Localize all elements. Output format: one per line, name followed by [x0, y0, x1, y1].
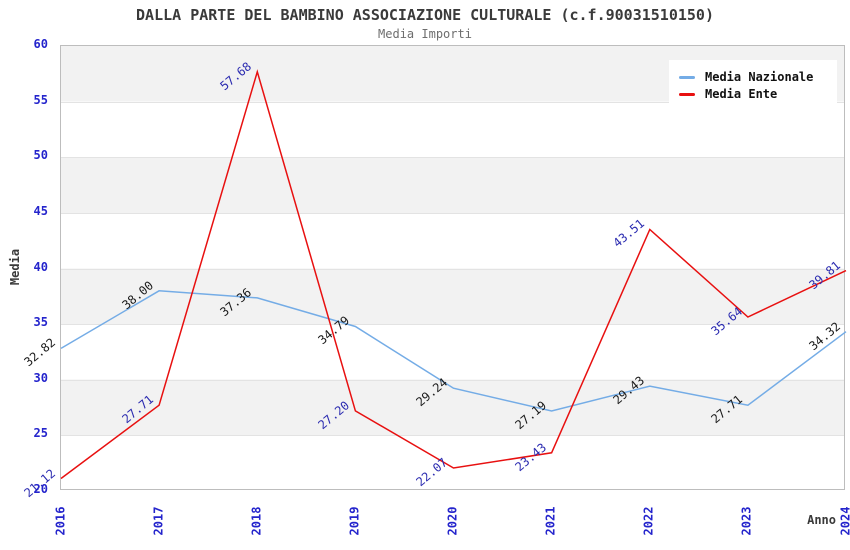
gridline [61, 157, 844, 159]
legend-item: Media Ente [679, 87, 827, 101]
legend-item: Media Nazionale [679, 70, 827, 84]
x-tick-year: 2018 [249, 506, 264, 536]
x-tick-label: 2020 [444, 496, 462, 546]
gridline [61, 324, 844, 326]
y-tick-label: 30 [33, 370, 48, 385]
x-tick-label: 2018 [247, 496, 265, 546]
y-tick-label: 35 [33, 315, 48, 330]
data-point-value: 32.82 [21, 335, 58, 370]
legend-swatch-icon [679, 75, 695, 79]
legend-swatch-icon [679, 92, 695, 96]
legend-label: Media Ente [705, 87, 778, 101]
gridline [61, 212, 844, 214]
x-tick-label: 2023 [738, 496, 756, 546]
chart-title: DALLA PARTE DEL BAMBINO ASSOCIAZIONE CUL… [136, 6, 714, 24]
line-series [60, 69, 847, 480]
x-tick-year: 2017 [151, 506, 166, 536]
x-tick-year: 2020 [445, 506, 460, 536]
y-tick-label: 40 [33, 259, 48, 274]
plot-area: 32.82 38.00 37.36 34.79 29.24 27.19 29.43 27.71… [21, 45, 847, 500]
x-tick-label: 2019 [345, 496, 363, 546]
x-tick-label: 2016 [51, 496, 69, 546]
x-axis-title: Anno [807, 513, 836, 527]
x-tick-label: 2017 [149, 496, 167, 546]
gridline [61, 101, 844, 103]
y-tick-label: 20 [33, 482, 48, 496]
gridline [61, 379, 844, 381]
y-tick-label: 50 [33, 148, 48, 163]
x-tick-year: 2022 [641, 506, 656, 536]
x-tick-year: 2016 [53, 506, 67, 536]
y-tick-label: 60 [33, 37, 48, 51]
x-tick-label: 2024 [836, 496, 850, 546]
x-tick-year: 2019 [347, 506, 362, 536]
x-tick-year: 2021 [543, 506, 558, 536]
gridline [61, 435, 844, 437]
x-tick-year: 2024 [838, 506, 850, 536]
y-tick-label: 25 [33, 426, 48, 441]
legend-label: Media Nazionale [705, 70, 814, 84]
x-tick-label: 2021 [542, 496, 560, 546]
legend: Media Nazionale Media Ente [669, 60, 837, 112]
line-media-nazionale [60, 290, 847, 412]
gridline [61, 268, 844, 270]
chart-subtitle: Media Importi [378, 27, 472, 41]
line-media-ente [60, 69, 847, 480]
x-tick-label: 2022 [640, 496, 658, 546]
y-tick-label: 55 [33, 92, 48, 107]
x-tick-year: 2023 [739, 506, 754, 536]
y-tick-label: 45 [33, 203, 48, 218]
